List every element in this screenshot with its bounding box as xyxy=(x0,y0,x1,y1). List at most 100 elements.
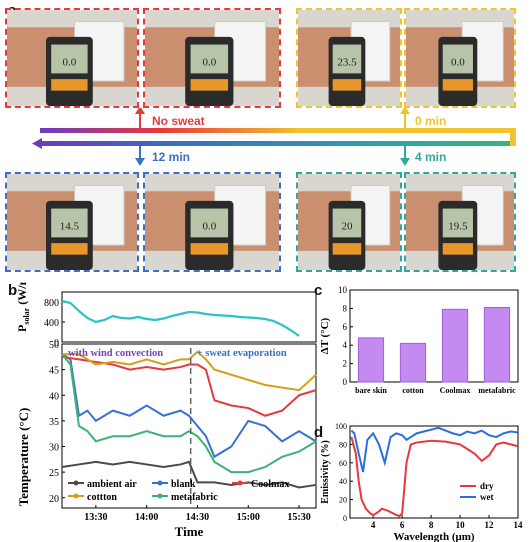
category-label: cotton xyxy=(402,386,424,395)
ytick-label: 40 xyxy=(339,477,347,486)
label-0-min: 0 min xyxy=(415,114,447,128)
ytick-label: 0 xyxy=(54,338,59,349)
meter-buttons xyxy=(190,243,229,255)
meter-screen xyxy=(442,44,473,74)
label-4-min: 4 min xyxy=(415,150,447,164)
xtick-label: 13:30 xyxy=(84,512,107,523)
chart-b: 800 400 0 Psolar (W/m2) 50 45 40 35 30 25 20 13:30 1… xyxy=(15,282,317,539)
ytick-label: 20 xyxy=(339,496,347,505)
meter-reading: 0.0 xyxy=(451,57,465,69)
xtick-label: 12 xyxy=(485,520,495,530)
legend-label: metafabric xyxy=(171,492,218,503)
ytick-label: 2 xyxy=(343,359,348,369)
xtick-label: 15:30 xyxy=(287,512,310,523)
sweat-test-photo: 23.5 xyxy=(296,8,402,108)
bar-bare-skin xyxy=(357,337,385,383)
series-line-wet xyxy=(350,426,519,473)
ytick-label: 20 xyxy=(49,494,59,505)
bar-metafabric xyxy=(483,306,511,383)
ytick-label: 50 xyxy=(49,340,59,351)
annotation-wind: with wind convection xyxy=(68,348,163,359)
sweat-test-photo: 19.5 xyxy=(404,172,516,272)
meter-reading: 14.5 xyxy=(60,221,80,233)
xtick-label: 14 xyxy=(514,520,524,530)
meter-reading: 0.0 xyxy=(202,221,216,233)
xtick-label: 14:30 xyxy=(186,512,209,523)
legend-marker xyxy=(73,493,79,499)
category-label: metafabric xyxy=(478,386,516,395)
label-no-sweat: No sweat xyxy=(152,114,205,128)
xlabel-time: Time xyxy=(175,524,204,539)
ytick-label: 400 xyxy=(44,318,59,329)
solar-power-line xyxy=(61,299,300,337)
ylabel-emissivity: Emissivity (%) xyxy=(320,440,331,504)
ytick-label: 60 xyxy=(339,459,347,468)
series-line-metafabric xyxy=(61,353,317,474)
chart-c-frame xyxy=(349,289,519,383)
sweat-test-photo: 0.0 xyxy=(404,8,516,108)
series-line-blank xyxy=(61,353,317,459)
meter-reading: 0.0 xyxy=(202,57,216,69)
xtick-label: 8 xyxy=(429,520,434,530)
ytick-label: 4 xyxy=(343,340,348,350)
ytick-label: 40 xyxy=(49,391,59,402)
process-arrows xyxy=(32,108,516,166)
sweat-test-photo: 14.5 xyxy=(5,172,139,272)
chart-d-frame xyxy=(349,425,519,519)
legend-label: Coolmax xyxy=(251,479,289,490)
ylabel-delta-t: ΔT (°C) xyxy=(319,317,331,354)
xtick-label: 10 xyxy=(456,520,466,530)
xtick-label: 6 xyxy=(400,520,405,530)
meter-screen xyxy=(51,44,88,74)
legend-marker xyxy=(157,480,163,486)
meter-buttons xyxy=(51,243,88,255)
ytick-label: 0 xyxy=(343,377,348,387)
ytick-label: 100 xyxy=(335,422,347,431)
label-12-min: 12 min xyxy=(152,150,191,164)
bar-coolmax xyxy=(441,308,469,383)
bar-cotton xyxy=(399,342,427,383)
meter-screen xyxy=(442,208,473,238)
legend-marker xyxy=(73,480,79,486)
meter-buttons xyxy=(442,243,473,255)
meter-screen xyxy=(332,208,362,238)
xlabel-wavelength: Wavelength (μm) xyxy=(393,531,474,542)
ytick-label: 6 xyxy=(343,322,348,332)
sweat-test-photo: 0.0 xyxy=(143,8,281,108)
meter-reading: 23.5 xyxy=(337,57,357,69)
ytick-label: 35 xyxy=(49,417,59,428)
ytick-label: 8 xyxy=(343,303,348,313)
annotation-sweat: + sweat evaporation xyxy=(197,348,287,359)
sweat-test-photo: 0.0 xyxy=(5,8,139,108)
sweat-test-photo: 0.0 xyxy=(143,172,281,272)
ytick-label: 0 xyxy=(343,514,347,523)
category-label: bare skin xyxy=(355,386,387,395)
ytick-label: 25 xyxy=(49,468,59,479)
meter-buttons xyxy=(332,79,362,91)
legend-marker xyxy=(157,493,163,499)
sweat-test-photo: 20 xyxy=(296,172,402,272)
meter-buttons xyxy=(51,79,88,91)
ytick-label: 80 xyxy=(339,440,347,449)
ytick-label: 10 xyxy=(338,285,348,295)
panel-d-letter: d xyxy=(314,424,324,441)
meter-reading: 19.5 xyxy=(448,221,468,233)
meter-reading: 20 xyxy=(341,221,353,233)
xtick-label: 15:00 xyxy=(237,512,260,523)
meter-reading: 0.0 xyxy=(63,57,77,69)
series-line-coolmax xyxy=(61,355,317,417)
meter-buttons xyxy=(190,79,229,91)
series-line-cottton xyxy=(62,350,317,392)
ylabel-solar: Psolar (W/m2) xyxy=(15,282,31,332)
xtick-label: 4 xyxy=(371,520,376,530)
ytick-label: 45 xyxy=(49,366,59,377)
legend-label: dry xyxy=(480,481,494,491)
chart-c: 0 2 4 6 8 10 bare skin cotton Coolmax metafabric Δ… xyxy=(319,285,519,395)
arrow-left-head xyxy=(32,138,42,149)
panel-b-letter: b xyxy=(8,282,18,299)
meter-screen xyxy=(190,208,229,238)
meter-screen xyxy=(332,44,362,74)
meter-screen xyxy=(190,44,229,74)
category-label: Coolmax xyxy=(440,386,471,395)
